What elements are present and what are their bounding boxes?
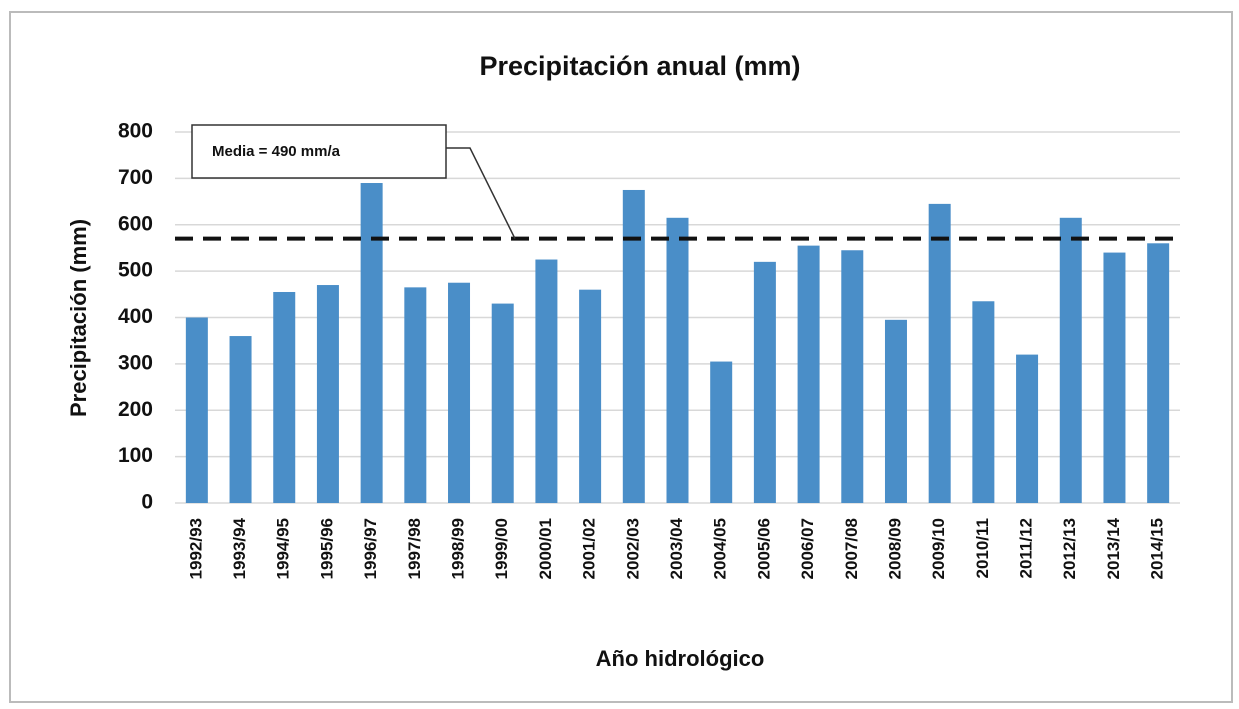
bar xyxy=(579,289,602,503)
x-tick-label: 2013/14 xyxy=(1104,517,1123,579)
y-tick-label: 400 xyxy=(118,305,153,328)
bar xyxy=(972,301,995,503)
x-tick-label: 2007/08 xyxy=(842,518,861,579)
bar xyxy=(404,287,427,503)
x-tick-label: 2012/13 xyxy=(1060,518,1079,579)
bar xyxy=(797,245,820,503)
x-axis-label: Año hidrológico xyxy=(596,646,765,671)
x-tick-label: 1993/94 xyxy=(230,517,249,579)
bar xyxy=(841,250,864,503)
x-tick-label: 2011/12 xyxy=(1017,518,1036,579)
bar xyxy=(229,336,252,503)
y-axis-label: Precipitación (mm) xyxy=(66,219,91,417)
x-tick-label: 2000/01 xyxy=(536,518,555,579)
y-tick-label: 200 xyxy=(118,398,153,421)
leader-line xyxy=(446,147,516,239)
x-tick-label: 2014/15 xyxy=(1148,518,1167,579)
bar xyxy=(1016,354,1039,503)
bar xyxy=(1103,252,1126,503)
x-tick-label: 2004/05 xyxy=(711,518,730,579)
bar xyxy=(360,183,383,503)
x-tick-label: 2002/03 xyxy=(623,518,642,579)
bar xyxy=(1059,217,1082,503)
x-tick-label: 1995/96 xyxy=(317,518,336,579)
chart-title: Precipitación anual (mm) xyxy=(479,51,800,81)
x-tick-label: 1998/99 xyxy=(449,518,468,579)
bar xyxy=(273,291,296,503)
bar xyxy=(710,361,733,503)
y-tick-label: 600 xyxy=(118,212,153,235)
y-tick-label: 100 xyxy=(118,444,153,467)
bar xyxy=(535,259,558,503)
x-tick-label: 2001/02 xyxy=(580,518,599,579)
x-tick-label: 1994/95 xyxy=(274,518,293,579)
bar xyxy=(622,189,645,503)
x-tick-label: 2006/07 xyxy=(798,518,817,579)
bar xyxy=(1147,243,1170,504)
y-tick-label: 500 xyxy=(118,259,153,282)
bar xyxy=(316,285,339,503)
x-tick-label: 1997/98 xyxy=(405,518,424,579)
y-tick-label: 0 xyxy=(141,491,153,514)
y-tick-label: 300 xyxy=(118,351,153,374)
x-tick-label: 2010/11 xyxy=(973,518,992,579)
bar xyxy=(666,217,689,503)
annotation: Media = 490 mm/a xyxy=(212,143,341,160)
bar xyxy=(448,282,471,503)
x-tick-label: 2003/04 xyxy=(667,517,686,579)
annotation-box xyxy=(191,124,447,179)
x-tick-label: 2008/09 xyxy=(885,518,904,579)
x-tick-label: 1996/97 xyxy=(361,518,380,579)
bar xyxy=(884,319,907,503)
bar xyxy=(491,303,514,503)
x-tick-label: 1992/93 xyxy=(186,518,205,579)
bar xyxy=(185,317,208,503)
bar xyxy=(928,203,951,503)
y-tick-label: 700 xyxy=(118,166,153,189)
y-tick-label: 800 xyxy=(118,120,153,143)
x-tick-label: 2005/06 xyxy=(754,518,773,579)
x-tick-label: 1999/00 xyxy=(492,518,511,579)
bar xyxy=(753,261,776,503)
x-tick-label: 2009/10 xyxy=(929,518,948,579)
